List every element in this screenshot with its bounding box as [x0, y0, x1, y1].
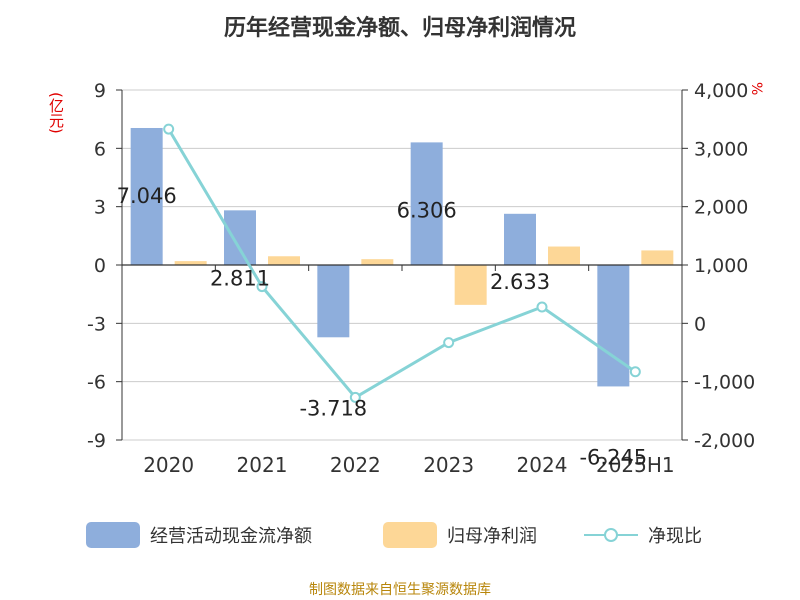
ratio-point — [443, 337, 455, 349]
category-label: 2021 — [237, 453, 288, 477]
bar-data-label: 6.306 — [397, 198, 457, 222]
legend-label-net-profit: 归母净利润 — [447, 526, 537, 547]
bar-cashflow — [504, 213, 536, 265]
right-axis-unit: % — [748, 82, 764, 96]
bar-cashflow — [317, 265, 350, 338]
legend-swatch-cashflow — [86, 522, 140, 548]
category-label: 2022 — [330, 453, 381, 477]
legend: 经营活动现金流净额 归母净利润 净现比 — [0, 518, 800, 552]
right-tick-label: 4,000 — [694, 80, 748, 102]
left-tick-label: -3 — [87, 313, 106, 335]
bar-data-label: -6.245 — [579, 445, 647, 469]
bar-net-profit — [548, 246, 580, 265]
bar-data-label: 2.811 — [210, 266, 270, 290]
left-tick-label: 0 — [94, 255, 106, 277]
right-tick-label: 2,000 — [694, 197, 748, 219]
bar-net-profit — [268, 256, 300, 265]
legend-swatch-ratio — [584, 522, 638, 548]
left-tick-label: -6 — [87, 372, 106, 394]
legend-label-cashflow: 经营活动现金流净额 — [150, 526, 312, 547]
ratio-point — [349, 391, 361, 403]
category-label: 2020 — [143, 453, 194, 477]
ratio-point — [163, 123, 175, 135]
bar-net-profit — [454, 265, 487, 305]
right-tick-label: 1,000 — [694, 255, 748, 277]
bar-data-label: -3.718 — [299, 396, 367, 420]
ratio-line — [167, 128, 637, 400]
bar-data-label: 7.046 — [117, 184, 177, 208]
legend-item-ratio[interactable]: 净现比 — [584, 518, 702, 552]
left-axis-unit: (亿元) — [47, 92, 65, 134]
bar-net-profit — [361, 259, 394, 265]
right-tick-label: -1,000 — [694, 372, 755, 394]
legend-swatch-net-profit — [383, 522, 437, 548]
chart-title: 历年经营现金净额、归母净利润情况 — [223, 16, 576, 41]
bar-cashflow — [410, 142, 443, 265]
bar-cashflow — [130, 127, 163, 265]
bar-data-label: 2.633 — [490, 270, 550, 294]
right-tick-label: -2,000 — [694, 430, 755, 452]
bar-cashflow — [597, 265, 630, 387]
legend-label-ratio: 净现比 — [648, 526, 702, 547]
left-tick-label: 3 — [94, 197, 106, 219]
ratio-point — [256, 281, 268, 293]
left-tick-label: -9 — [87, 430, 106, 452]
category-label: 2025H1 — [596, 453, 675, 477]
right-tick-label: 3,000 — [694, 138, 748, 160]
bar-net-profit — [641, 250, 674, 265]
source-note: 制图数据来自恒生聚源数据库 — [309, 582, 491, 598]
bar-net-profit — [174, 261, 207, 265]
legend-item-net-profit[interactable]: 归母净利润 — [383, 518, 537, 552]
category-label: 2023 — [423, 453, 474, 477]
bar-cashflow — [224, 210, 256, 265]
ratio-point — [629, 366, 641, 378]
ratio-point — [536, 301, 548, 313]
left-tick-label: 6 — [94, 138, 106, 160]
right-tick-label: 0 — [694, 313, 706, 335]
category-label: 2024 — [517, 453, 568, 477]
left-tick-label: 9 — [94, 80, 106, 102]
legend-item-cashflow[interactable]: 经营活动现金流净额 — [86, 518, 312, 552]
